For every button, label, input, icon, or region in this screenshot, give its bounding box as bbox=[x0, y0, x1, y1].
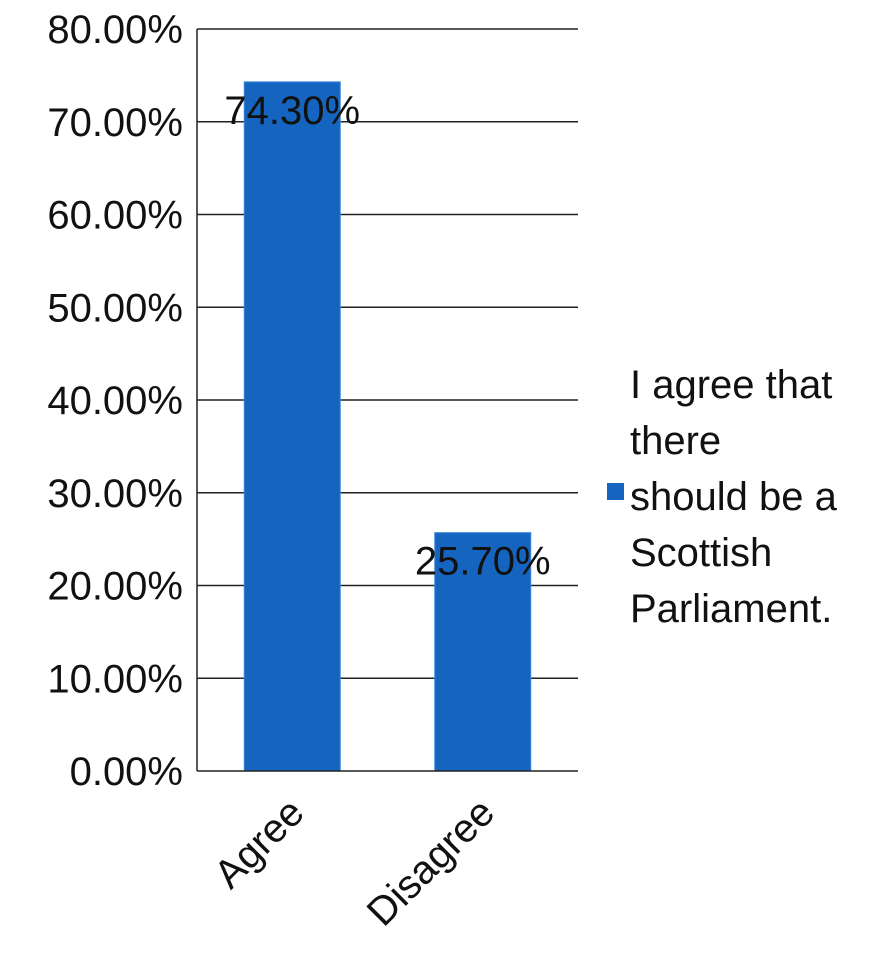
legend: I agree that there should be a Scottish Parl… bbox=[607, 363, 838, 631]
y-tick-label: 80.00% bbox=[47, 8, 183, 52]
legend-line: I agree that bbox=[630, 363, 832, 407]
y-tick-label: 20.00% bbox=[47, 565, 183, 609]
legend-line: Parliament. bbox=[630, 587, 832, 631]
x-tick-label-agree: Agree bbox=[206, 790, 313, 897]
bars bbox=[243, 81, 532, 772]
bar-disagree bbox=[434, 532, 532, 772]
data-labels: 74.30% 25.70% bbox=[224, 89, 550, 584]
y-tick-label: 30.00% bbox=[47, 472, 183, 516]
data-label-agree: 74.30% bbox=[224, 89, 360, 133]
legend-label: I agree that there should be a Scottish Parl… bbox=[630, 363, 838, 631]
y-tick-label: 40.00% bbox=[47, 379, 183, 423]
y-tick-label: 70.00% bbox=[47, 101, 183, 145]
y-tick-label: 60.00% bbox=[47, 194, 183, 238]
legend-line: there bbox=[630, 419, 721, 463]
legend-line: should be a bbox=[630, 475, 838, 519]
y-tick-label: 10.00% bbox=[47, 657, 183, 701]
legend-line: Scottish bbox=[630, 531, 772, 575]
bar-agree bbox=[243, 81, 341, 772]
axes bbox=[196, 29, 578, 772]
y-tick-label: 50.00% bbox=[47, 286, 183, 330]
y-tick-labels: 0.00% 10.00% 20.00% 30.00% 40.00% 50.00% 60.00… bbox=[47, 8, 183, 794]
y-tick-label: 0.00% bbox=[70, 750, 183, 794]
x-tick-label-disagree: Disagree bbox=[359, 790, 503, 934]
data-label-disagree: 25.70% bbox=[415, 540, 551, 584]
category-labels: Agree Disagree bbox=[206, 790, 503, 934]
legend-swatch bbox=[607, 483, 624, 500]
